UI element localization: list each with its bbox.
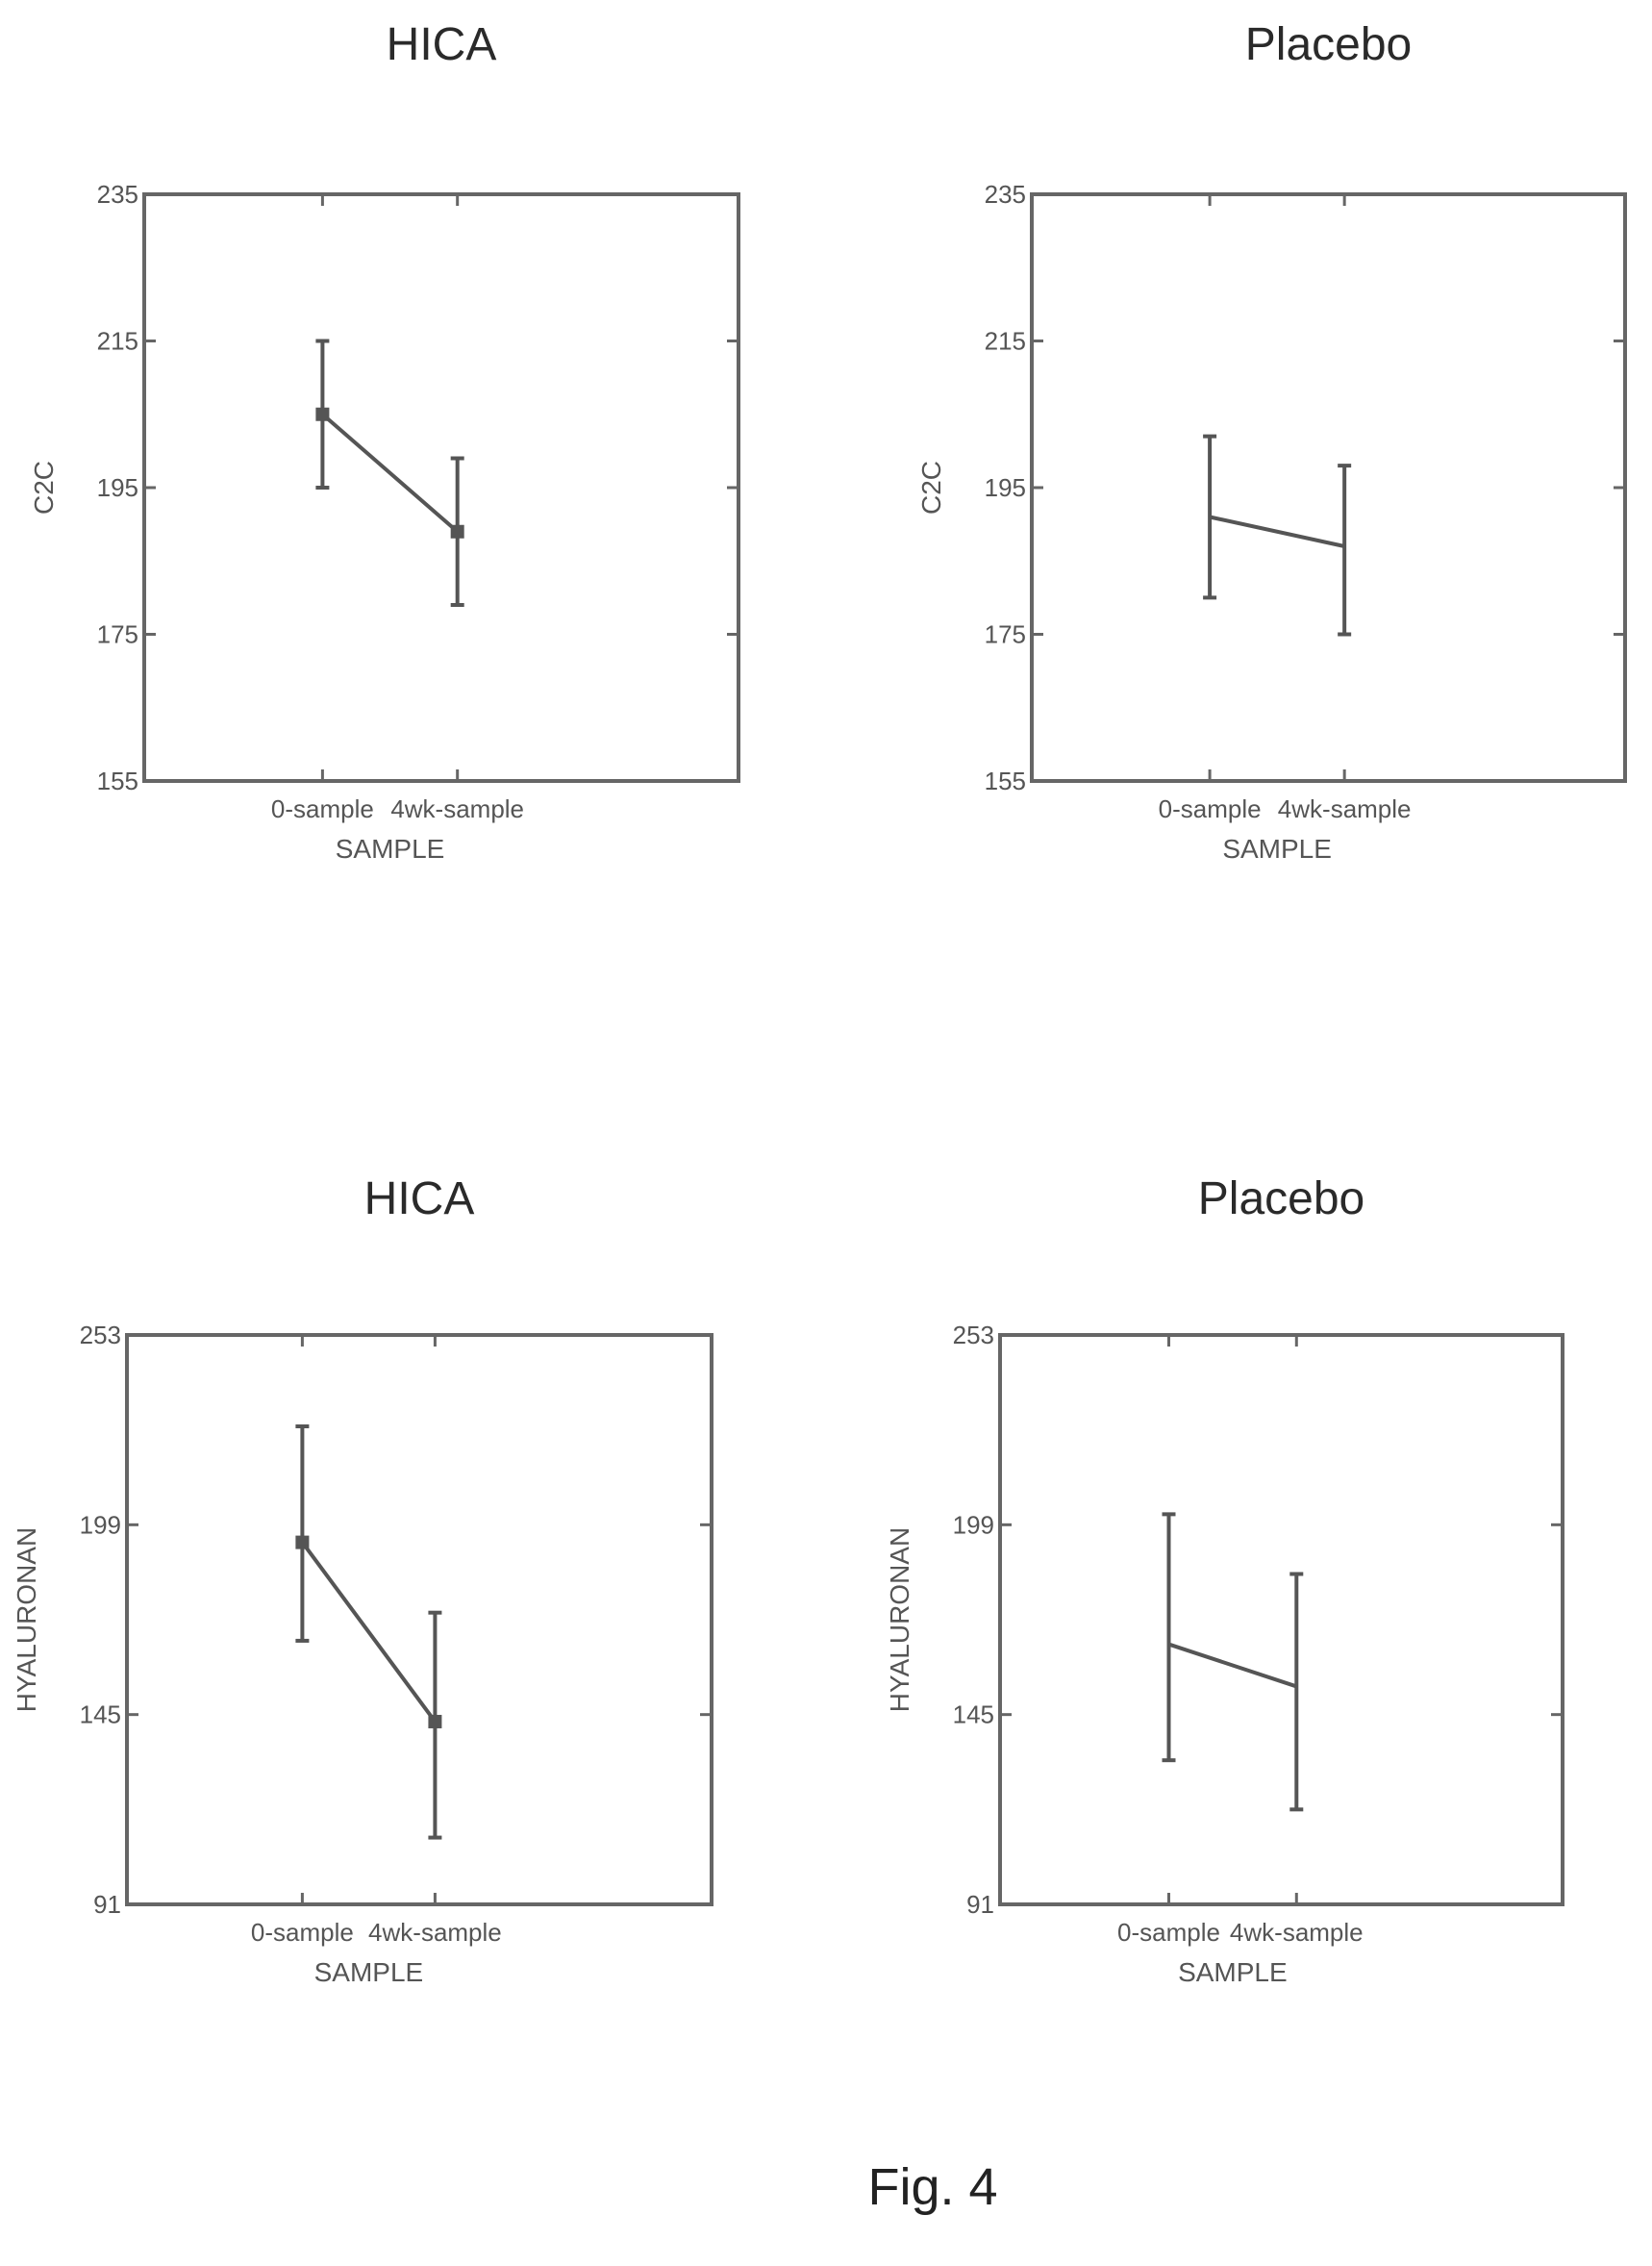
chart-panel-2: Placebo 155 175 195 215 235 0-sample 4wk-sample… — [916, 19, 1627, 864]
x-axis-label: SAMPLE — [336, 834, 445, 864]
y-tick-label: 253 — [953, 1321, 994, 1349]
y-axis-label: HYALURONAN — [885, 1527, 914, 1712]
chart-title: Placebo — [1245, 19, 1412, 70]
x-axis-label: SAMPLE — [314, 1957, 424, 1987]
y-tick-label: 155 — [97, 767, 138, 795]
y-tick-label: 215 — [97, 327, 138, 356]
y-tick-label: 199 — [953, 1510, 994, 1539]
y-tick-label: 235 — [97, 180, 138, 209]
y-tick-label: 175 — [985, 620, 1026, 649]
y-tick-label: 199 — [80, 1510, 121, 1539]
data-point — [315, 407, 330, 421]
x-tick-label: 0-sample — [1159, 794, 1262, 823]
y-tick-label: 155 — [985, 767, 1026, 795]
chart-title: HICA — [364, 1173, 475, 1224]
x-tick-label: 4wk-sample — [1230, 1918, 1364, 1947]
series-line — [300, 1541, 438, 1724]
y-axis-label: C2C — [916, 461, 946, 515]
plot-frame — [998, 1333, 1564, 1906]
y-tick-label: 195 — [97, 473, 138, 502]
x-tick-label: 0-sample — [251, 1918, 354, 1947]
y-tick-label: 175 — [97, 620, 138, 649]
y-axis-label: HYALURONAN — [12, 1527, 41, 1712]
y-axis-label: C2C — [29, 461, 59, 515]
y-tick-label: 91 — [966, 1890, 994, 1919]
x-tick-label: 4wk-sample — [1278, 794, 1412, 823]
data-point — [428, 1714, 442, 1728]
x-tick-label: 0-sample — [271, 794, 374, 823]
y-tick-label: 253 — [80, 1321, 121, 1349]
x-tick-label: 4wk-sample — [368, 1918, 502, 1947]
x-axis-label: SAMPLE — [1178, 1957, 1288, 1987]
data-point — [450, 524, 464, 539]
data-point — [295, 1535, 310, 1549]
y-tick-label: 145 — [953, 1700, 994, 1729]
series-line — [1167, 1642, 1297, 1689]
chart-panel-3: HICA 91 145 199 253 0-sample 4wk-sample SAMPLE H… — [12, 1173, 713, 1987]
x-tick-label: 0-sample — [1117, 1918, 1220, 1947]
y-tick-label: 145 — [80, 1700, 121, 1729]
x-tick-label: 4wk-sample — [390, 794, 524, 823]
chart-title: Placebo — [1198, 1173, 1364, 1224]
plot-frame — [125, 1333, 713, 1906]
y-tick-label: 91 — [93, 1890, 121, 1919]
series-line — [321, 413, 459, 534]
series-line — [1209, 515, 1345, 548]
y-tick-label: 195 — [985, 473, 1026, 502]
y-tick-label: 235 — [985, 180, 1026, 209]
chart-title: HICA — [387, 19, 497, 70]
plot-frame — [1030, 192, 1627, 783]
chart-panel-1: HICA 155 175 195 215 235 0-sample 4wk-sample SAM… — [29, 19, 740, 864]
y-tick-label: 215 — [985, 327, 1026, 356]
figure-caption: Fig. 4 — [867, 2158, 997, 2216]
x-axis-label: SAMPLE — [1222, 834, 1332, 864]
plot-frame — [142, 192, 740, 783]
chart-panel-4: Placebo 91 145 199 253 0-sample 4wk-sample SAMP… — [885, 1173, 1564, 1987]
